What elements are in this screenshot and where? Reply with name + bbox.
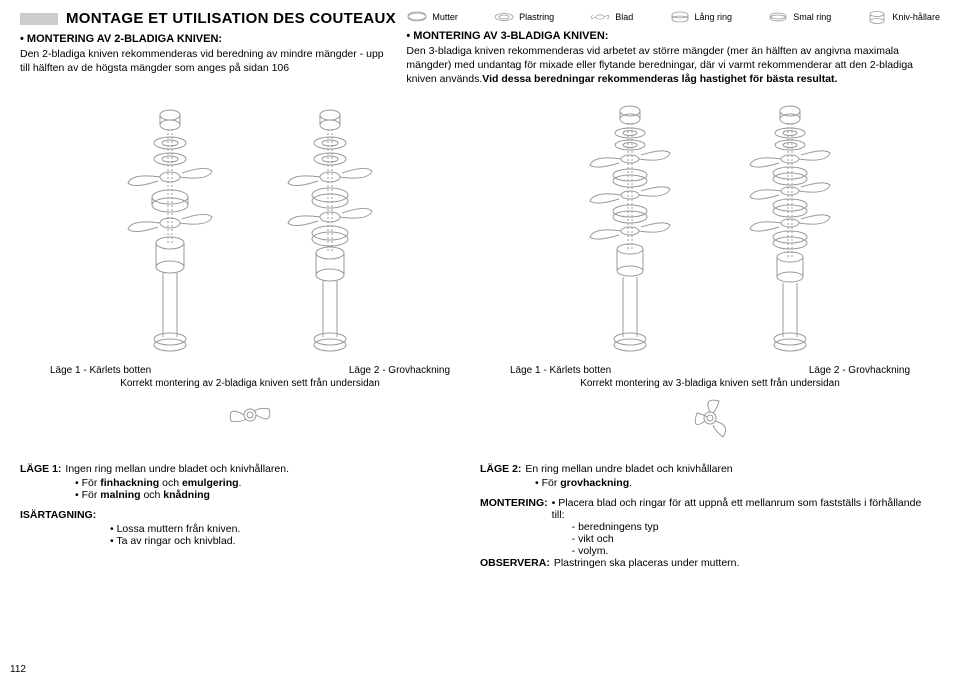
bottom-right: LÄGE 2: En ring mellan undre bladet och … <box>480 463 940 569</box>
right-subhead: • MONTERING AV 3-BLADIGA KNIVEN: <box>406 30 940 42</box>
exploded-3blade-icon <box>540 97 880 357</box>
part-blad: Blad <box>589 10 633 24</box>
top-right-block: Mutter Plastring Blad Lång ring Smal rin… <box>406 10 940 87</box>
caption-3blade-sub: Korrekt montering av 3-bladiga kniven se… <box>510 378 910 389</box>
part-mutter-label: Mutter <box>432 13 458 22</box>
right-body: Den 3-bladiga kniven rekommenderas vid a… <box>406 44 940 87</box>
isar-bullets: • Lossa muttern från kniven. • Ta av rin… <box>20 523 464 547</box>
mont-body: • Placera blad och ringar för att uppnå … <box>552 497 924 557</box>
diagram-2blade <box>29 97 471 357</box>
lage1-text: Ingen ring mellan undre bladet och knivh… <box>65 463 289 475</box>
caption-l1-a: Läge 1 - Kärlets botten <box>50 365 151 376</box>
left-body: Den 2-bladiga kniven rekommenderas vid b… <box>20 47 396 75</box>
isar-label: ISÄRTAGNING: <box>20 509 96 521</box>
caption-2blade-top: Läge 1 - Kärlets botten Läge 2 - Grovhac… <box>50 365 450 376</box>
part-plastring-label: Plastring <box>519 13 554 22</box>
part-langring-label: Lång ring <box>695 13 733 22</box>
smalring-icon <box>767 10 789 24</box>
caption-l1-b: Läge 1 - Kärlets botten <box>510 365 611 376</box>
obs-row: OBSERVERA: Plastringen ska placeras unde… <box>480 557 924 569</box>
part-knivhallare: Kniv-hållare <box>866 10 940 24</box>
lage2-line: LÄGE 2: En ring mellan undre bladet och … <box>480 463 924 475</box>
mont-subitems: - beredningens typ - vikt och - volym. <box>552 521 924 557</box>
caption-3blade-top: Läge 1 - Kärlets botten Läge 2 - Grovhac… <box>510 365 910 376</box>
isar-line: ISÄRTAGNING: <box>20 509 464 521</box>
three-blade-top-icon <box>685 395 735 441</box>
left-subhead: • MONTERING AV 2-BLADIGA KNIVEN: <box>20 33 396 45</box>
part-plastring: Plastring <box>493 10 554 24</box>
lage2-bullets: • För grovhackning. <box>480 477 924 489</box>
isar-b2: • Ta av ringar och knivblad. <box>110 535 464 547</box>
part-smalring-label: Smal ring <box>793 13 831 22</box>
captions-row: Läge 1 - Kärlets botten Läge 2 - Grovhac… <box>20 365 940 441</box>
grey-accent-box <box>20 13 58 25</box>
caption-l2-b: Läge 2 - Grovhackning <box>809 365 910 376</box>
part-blad-label: Blad <box>615 13 633 22</box>
caption-2blade-sub: Korrekt montering av 2-bladiga kniven se… <box>50 378 450 389</box>
caption-2blade: Läge 1 - Kärlets botten Läge 2 - Grovhac… <box>20 365 480 441</box>
mutter-icon <box>406 10 428 24</box>
mont-s3: - volym. <box>572 545 924 557</box>
diagrams-row <box>20 97 940 357</box>
lage2-text: En ring mellan undre bladet och knivhåll… <box>525 463 732 475</box>
main-title: MONTAGE ET UTILISATION DES COUTEAUX <box>66 10 396 27</box>
top-row: MONTAGE ET UTILISATION DES COUTEAUX • MO… <box>20 10 940 87</box>
blad-icon <box>589 10 611 24</box>
lage1-label: LÄGE 1: <box>20 463 61 475</box>
caption-3blade: Läge 1 - Kärlets botten Läge 2 - Grovhac… <box>480 365 940 441</box>
part-langring: Lång ring <box>669 10 733 24</box>
blade-icon-3 <box>510 395 910 441</box>
caption-l2-a: Läge 2 - Grovhackning <box>349 365 450 376</box>
knivhallare-icon <box>866 10 888 24</box>
mont-s1: - beredningens typ <box>572 521 924 533</box>
parts-legend: Mutter Plastring Blad Lång ring Smal rin… <box>406 10 940 24</box>
lage1-bullets: • För finhackning och emulgering. • För … <box>20 477 464 501</box>
diagram-3blade <box>489 97 931 357</box>
lage1-line: LÄGE 1: Ingen ring mellan undre bladet o… <box>20 463 464 475</box>
bottom-left: LÄGE 1: Ingen ring mellan undre bladet o… <box>20 463 480 569</box>
two-blade-top-icon <box>225 395 275 435</box>
blade-icon-2 <box>50 395 450 435</box>
page-number: 112 <box>10 664 26 675</box>
mont-text: • Placera blad och ringar för att uppnå … <box>552 497 924 521</box>
part-mutter: Mutter <box>406 10 458 24</box>
part-smalring: Smal ring <box>767 10 831 24</box>
title-row: MONTAGE ET UTILISATION DES COUTEAUX <box>20 10 396 27</box>
plastring-icon <box>493 10 515 24</box>
mont-s2: - vikt och <box>572 533 924 545</box>
obs-text: Plastringen ska placeras under muttern. <box>554 557 740 569</box>
lage2-b1: • För grovhackning. <box>535 477 924 489</box>
lage1-b1: • För finhackning och emulgering. <box>75 477 464 489</box>
obs-label: OBSERVERA: <box>480 557 550 569</box>
lage1-b2: • För malning och knådning <box>75 489 464 501</box>
exploded-2blade-icon <box>80 97 420 357</box>
part-knivhallare-label: Kniv-hållare <box>892 13 940 22</box>
mont-label: MONTERING: <box>480 497 548 557</box>
right-body-b: Vid dessa beredningar rekommenderas låg … <box>482 73 837 85</box>
bottom-section: LÄGE 1: Ingen ring mellan undre bladet o… <box>20 463 940 569</box>
isar-b1: • Lossa muttern från kniven. <box>110 523 464 535</box>
langring-icon <box>669 10 691 24</box>
top-left-block: MONTAGE ET UTILISATION DES COUTEAUX • MO… <box>20 10 406 87</box>
lage2-label: LÄGE 2: <box>480 463 521 475</box>
mont-row: MONTERING: • Placera blad och ringar för… <box>480 497 924 557</box>
